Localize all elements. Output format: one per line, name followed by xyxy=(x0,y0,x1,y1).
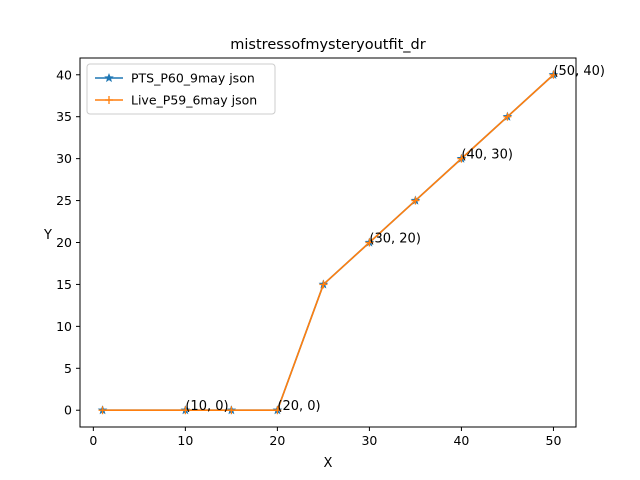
x-tick-label: 0 xyxy=(89,433,97,448)
data-point-series-2 xyxy=(457,154,466,163)
plot-area: (10, 0) (20, 0) (30, 20) (40, 30) (50, 40) xyxy=(97,64,605,415)
data-point-series-2 xyxy=(503,112,512,121)
data-point-series-2 xyxy=(365,238,374,247)
data-point-series-2 xyxy=(319,280,328,289)
y-tick-label: 25 xyxy=(56,193,72,208)
legend: PTS_P60_9may json Live_P59_6may json xyxy=(86,63,276,115)
legend-label-1: PTS_P60_9may json xyxy=(131,71,255,86)
legend-label-2: Live_P59_6may json xyxy=(131,93,257,108)
series-line-2 xyxy=(102,74,554,412)
chart-title: mistressofmysteryoutfit_dr xyxy=(230,37,425,53)
x-tick-label: 10 xyxy=(177,433,193,448)
y-tick-label: 10 xyxy=(56,319,72,334)
y-tick-label: 20 xyxy=(56,235,72,250)
legend-marker-2 xyxy=(105,96,113,104)
data-point-series-2 xyxy=(98,406,107,415)
data-annotation: (20, 0) xyxy=(277,399,320,414)
y-axis-label: Y xyxy=(43,228,52,243)
data-annotation: (30, 20) xyxy=(369,232,421,247)
data-point-series-2 xyxy=(227,406,236,415)
data-point-series-2 xyxy=(273,406,282,415)
x-tick-label: 20 xyxy=(269,433,285,448)
y-tick-label: 30 xyxy=(56,151,72,166)
y-tick-label: 5 xyxy=(64,361,72,376)
legend-marker-1 xyxy=(104,72,114,83)
data-annotation: (40, 30) xyxy=(461,148,512,163)
data-annotation: (10, 0) xyxy=(185,399,228,414)
y-tick-label: 15 xyxy=(56,277,72,292)
y-tick-label: 40 xyxy=(56,67,72,82)
x-axis-label: X xyxy=(324,456,333,471)
legend-box xyxy=(86,63,276,115)
data-point-series-2 xyxy=(411,196,420,205)
x-tick-label: 40 xyxy=(453,433,469,448)
y-tick-label: 35 xyxy=(56,109,72,124)
y-tick-label: 0 xyxy=(64,403,72,418)
x-tick-label: 50 xyxy=(546,433,562,448)
data-point-series-2 xyxy=(181,406,190,415)
x-tick-label: 30 xyxy=(361,433,377,448)
data-annotation: (50, 40) xyxy=(553,64,605,79)
data-point-series-2 xyxy=(549,70,558,79)
